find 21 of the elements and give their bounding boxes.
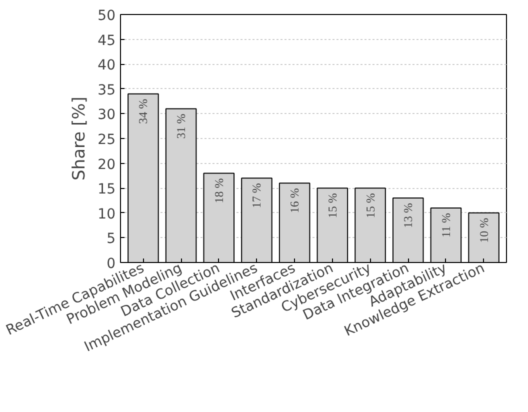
y-tick-label: 40 [98, 58, 116, 74]
data-label: 10 % [476, 218, 491, 243]
y-tick-label: 10 [98, 206, 116, 222]
data-label: 15 % [325, 193, 340, 218]
y-tick-label: 45 [98, 32, 116, 49]
data-label: 15 % [363, 193, 378, 218]
data-label: 16 % [288, 188, 302, 214]
y-axis-title: Share [%] [70, 96, 90, 180]
data-label: 18 % [212, 178, 226, 204]
data-label: 11 % [438, 212, 453, 238]
y-tick-label: 5 [106, 231, 116, 248]
y-tick-label: 30 [98, 107, 116, 124]
y-tick-label: 50 [98, 8, 116, 24]
y-tick-label: 15 [98, 182, 116, 198]
y-tick-label: 20 [98, 156, 116, 173]
data-label: 17 % [250, 183, 264, 208]
data-label: 13 % [401, 203, 416, 228]
y-tick-label: 25 [98, 132, 116, 148]
y-tick-label: 35 [98, 82, 116, 98]
data-label: 34 % [136, 98, 150, 124]
data-label: 31 % [174, 114, 188, 139]
